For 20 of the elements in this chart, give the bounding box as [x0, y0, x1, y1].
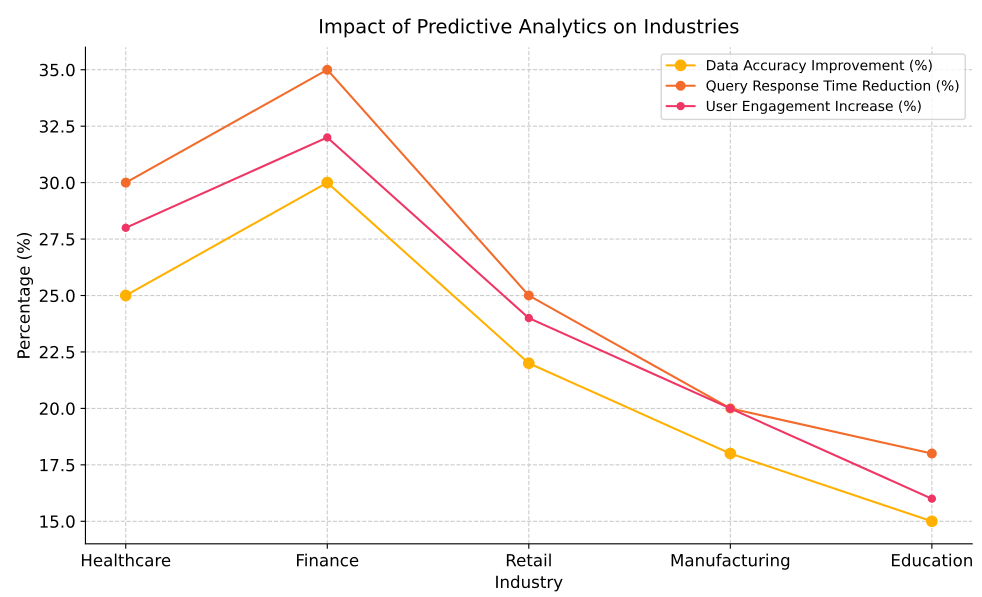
y-tick-label: 20.0 [40, 402, 75, 415]
y-tick-label: 32.5 [40, 120, 74, 133]
x-tick-label: Healthcare [82, 554, 170, 566]
y-tick-label: 22.5 [40, 346, 74, 359]
x-axis-title: Industry [496, 575, 563, 592]
x-tick-label: Manufacturing [672, 554, 790, 570]
y-tick-label: 27.5 [40, 233, 74, 246]
y-axis-title: Percentage (%) [16, 233, 34, 358]
x-tick-label: Retail [506, 554, 551, 566]
y-tick-label: 35.0 [40, 64, 75, 76]
y-tick-label: 17.5 [40, 459, 74, 472]
y-tick-label: 15.0 [40, 515, 75, 528]
legend-label: Query Response Time Reduction (%) [706, 80, 958, 94]
chart-title: Impact of Predictive Analytics on Industries [320, 18, 738, 38]
legend-label: User Engagement Increase (%) [706, 100, 921, 114]
x-tick-label: Education [892, 554, 972, 566]
legend-label: Data Accuracy Improvement (%) [707, 60, 932, 74]
y-tick-label: 25.0 [40, 289, 75, 302]
x-tick-label: Finance [297, 554, 358, 566]
y-tick-label: 30.0 [40, 176, 75, 190]
